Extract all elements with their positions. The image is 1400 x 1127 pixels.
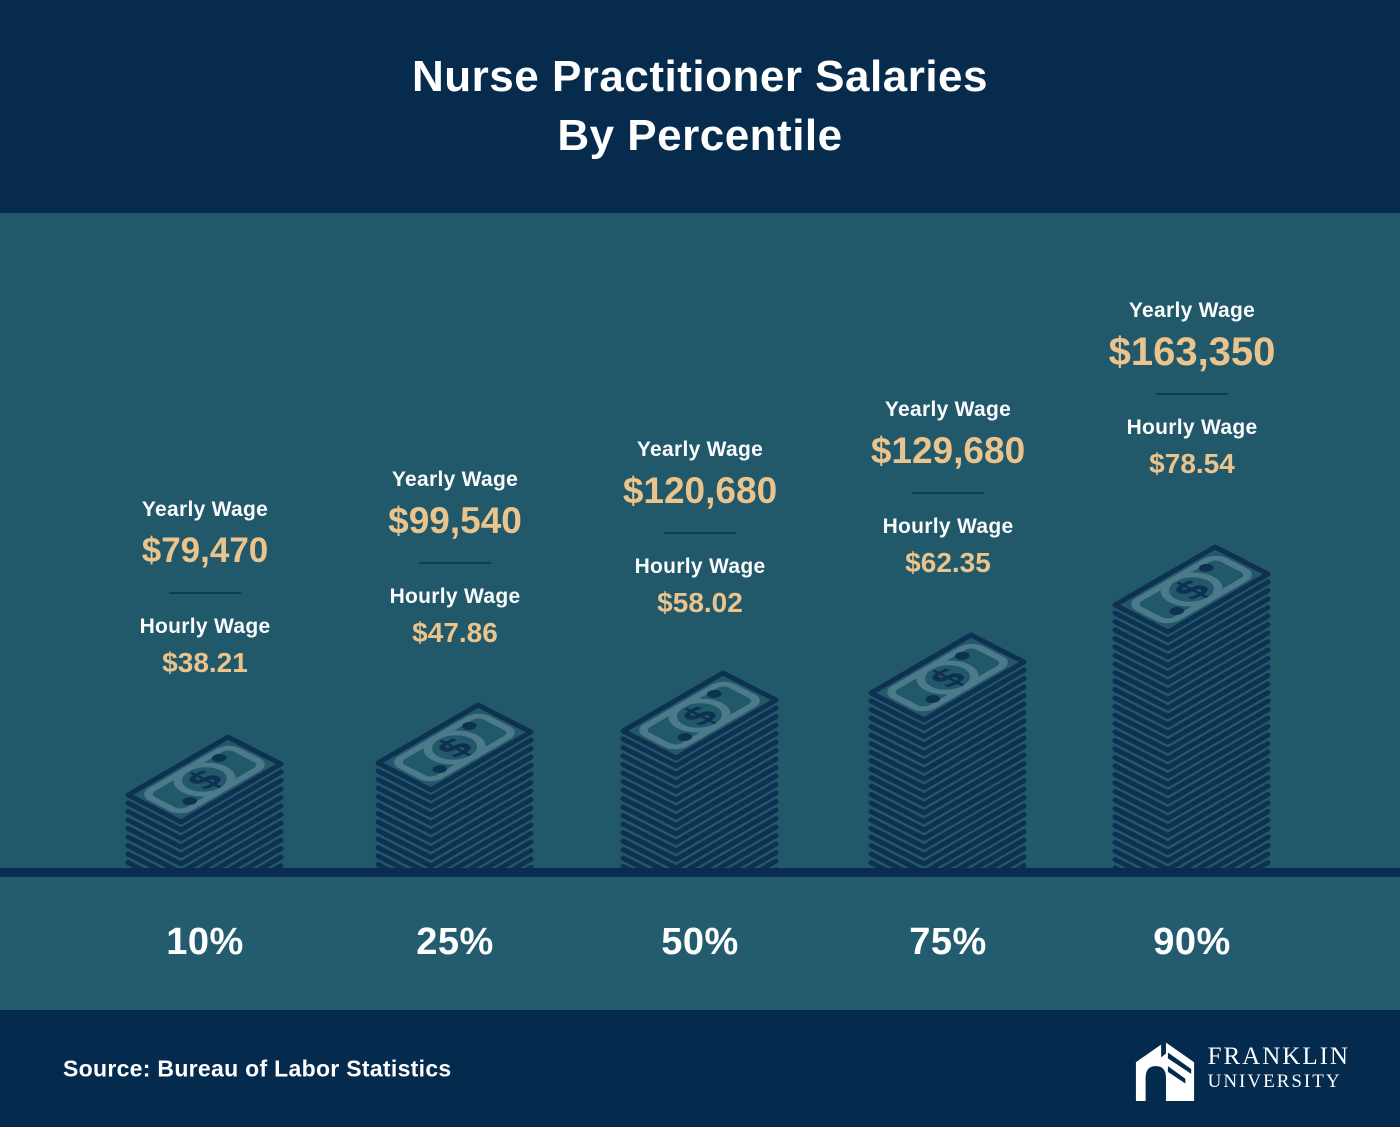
wage-block: Yearly Wage $79,470 Hourly Wage $38.21 [80, 497, 330, 681]
yearly-wage-label: Yearly Wage [141, 498, 269, 521]
hourly-wage-value: $62.35 [905, 547, 991, 578]
divider-line [419, 562, 491, 564]
percentile-label-90: 90% [1153, 921, 1231, 963]
salary-column-90th-percentile: Yearly Wage $163,350 Hourly Wage $78.54 … [1067, 213, 1317, 877]
divider-line [169, 592, 241, 594]
hourly-wage-label: Hourly Wage [634, 555, 766, 578]
title-line-1: Nurse Practitioner Salaries [412, 52, 988, 102]
source-attribution: Source: Bureau of Labor Statistics [63, 1055, 452, 1081]
divider-line [912, 492, 984, 494]
hourly-wage-value: $47.86 [412, 617, 498, 648]
wage-block: Yearly Wage $120,680 Hourly Wage $58.02 [575, 437, 825, 621]
wage-block: Yearly Wage $99,540 Hourly Wage $47.86 [330, 467, 580, 651]
money-stack-icon: $ [620, 670, 779, 872]
percentile-label-25: 25% [416, 921, 494, 963]
yearly-wage-value: $163,350 [1108, 330, 1276, 374]
page-title: Nurse Practitioner Salaries By Percentil… [412, 48, 988, 164]
yearly-wage-label: Yearly Wage [636, 438, 764, 461]
wage-block: Yearly Wage $163,350 Hourly Wage $78.54 [1067, 298, 1317, 482]
salary-column-10th-percentile: Yearly Wage $79,470 Hourly Wage $38.21 $ [80, 213, 330, 877]
yearly-wage-value: $79,470 [141, 531, 269, 570]
yearly-wage-value: $120,680 [622, 470, 778, 511]
footer: Source: Bureau of Labor Statistics FRANK… [0, 1010, 1400, 1127]
money-stack-icon: $ [125, 734, 284, 872]
yearly-wage-value: $99,540 [388, 500, 522, 541]
hourly-wage-value: $58.02 [657, 587, 743, 618]
hourly-wage-label: Hourly Wage [1126, 416, 1258, 439]
chart-area: Yearly Wage $79,470 Hourly Wage $38.21 $… [0, 213, 1400, 877]
money-stack-icon: $ [1112, 544, 1271, 872]
yearly-wage-label: Yearly Wage [391, 468, 519, 491]
money-stack-icon: $ [375, 702, 534, 872]
title-line-2: By Percentile [557, 110, 843, 160]
hourly-wage-label: Hourly Wage [882, 515, 1014, 538]
percentile-label-10: 10% [166, 921, 244, 963]
percentile-label-75: 75% [909, 921, 987, 963]
hourly-wage-label: Hourly Wage [389, 585, 521, 608]
salary-column-25th-percentile: Yearly Wage $99,540 Hourly Wage $47.86 $ [330, 213, 580, 877]
hourly-wage-value: $38.21 [162, 647, 248, 678]
wage-block: Yearly Wage $129,680 Hourly Wage $62.35 [823, 397, 1073, 581]
money-stack-icon: $ [868, 632, 1027, 872]
logo-name: FRANKLIN [1207, 1043, 1350, 1071]
divider-line [1156, 393, 1228, 395]
yearly-wage-label: Yearly Wage [1128, 299, 1256, 322]
logo-text: FRANKLIN UNIVERSITY [1208, 1044, 1350, 1092]
logo-subname: UNIVERSITY [1207, 1070, 1342, 1092]
percentile-label-50: 50% [661, 921, 739, 963]
franklin-arch-icon [1135, 1039, 1194, 1101]
header: Nurse Practitioner Salaries By Percentil… [0, 0, 1400, 213]
percentile-axis-band: 10% 25% 50% 75% 90% [0, 877, 1400, 1010]
yearly-wage-value: $129,680 [870, 430, 1026, 471]
yearly-wage-label: Yearly Wage [884, 398, 1012, 421]
baseline-rule [0, 868, 1400, 877]
hourly-wage-label: Hourly Wage [139, 615, 271, 638]
salary-column-75th-percentile: Yearly Wage $129,680 Hourly Wage $62.35 … [823, 213, 1073, 877]
salary-column-50th-percentile: Yearly Wage $120,680 Hourly Wage $58.02 … [575, 213, 825, 877]
divider-line [664, 532, 736, 534]
hourly-wage-value: $78.54 [1149, 448, 1235, 479]
franklin-university-logo: FRANKLIN UNIVERSITY [1132, 1037, 1350, 1101]
